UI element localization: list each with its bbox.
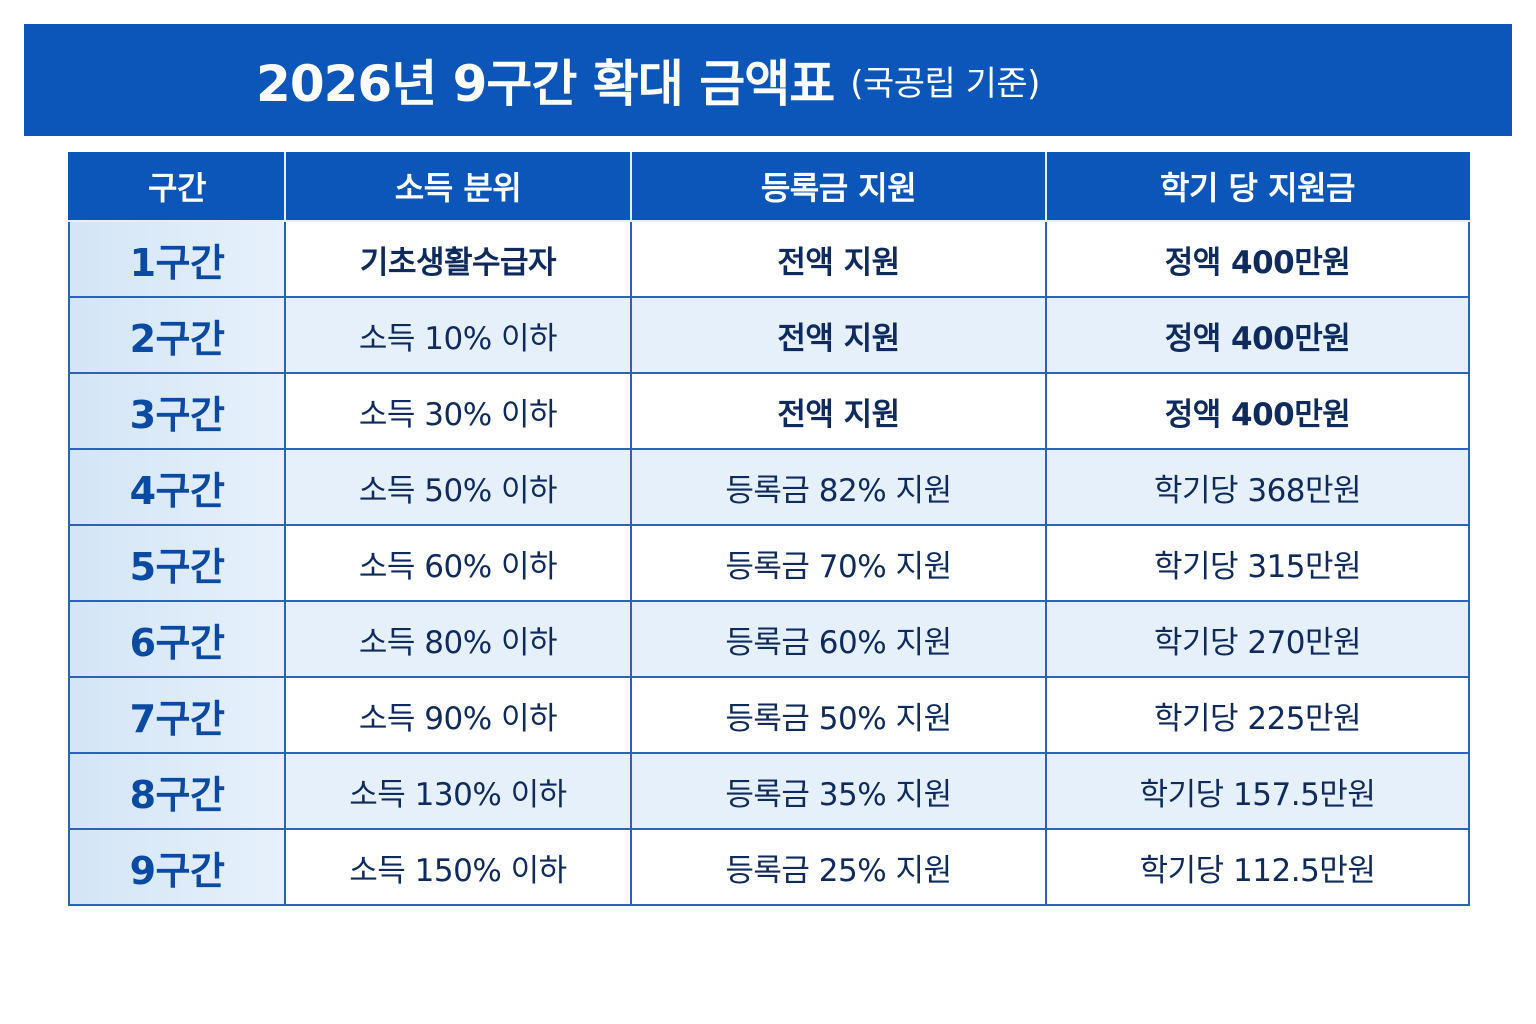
- tuition-cell: 전액 지원: [630, 296, 1047, 374]
- tier-cell: 6구간: [68, 600, 286, 678]
- table-row: 5구간 소득 60% 이하 등록금 70% 지원 학기당 315만원: [68, 524, 1470, 602]
- header-row: 구간 소득 분위 등록금 지원 학기 당 지원금: [68, 152, 1470, 222]
- amount-cell: 학기당 112.5만원: [1045, 828, 1470, 906]
- tuition-cell: 등록금 50% 지원: [630, 676, 1047, 754]
- tuition-cell: 등록금 82% 지원: [630, 448, 1047, 526]
- table-body: 1구간 기초생활수급자 전액 지원 정액 400만원 2구간 소득 10% 이하…: [68, 220, 1470, 906]
- header-tuition: 등록금 지원: [630, 152, 1047, 222]
- tier-cell: 9구간: [68, 828, 286, 906]
- tuition-cell: 전액 지원: [630, 220, 1047, 298]
- income-cell: 기초생활수급자: [284, 220, 632, 298]
- table-row: 9구간 소득 150% 이하 등록금 25% 지원 학기당 112.5만원: [68, 828, 1470, 906]
- table-row: 6구간 소득 80% 이하 등록금 60% 지원 학기당 270만원: [68, 600, 1470, 678]
- tier-cell: 8구간: [68, 752, 286, 830]
- tuition-cell: 전액 지원: [630, 372, 1047, 450]
- page-subtitle: (국공립 기준): [850, 63, 1040, 104]
- income-cell: 소득 130% 이하: [284, 752, 632, 830]
- header-income: 소득 분위: [284, 152, 632, 222]
- table-row: 2구간 소득 10% 이하 전액 지원 정액 400만원: [68, 296, 1470, 374]
- income-cell: 소득 50% 이하: [284, 448, 632, 526]
- tuition-cell: 등록금 70% 지원: [630, 524, 1047, 602]
- title-bar: 2026년 9구간 확대 금액표 (국공립 기준): [24, 24, 1512, 136]
- support-table-container: 구간 소득 분위 등록금 지원 학기 당 지원금 1구간 기초생활수급자 전액 …: [68, 152, 1470, 906]
- tuition-cell: 등록금 35% 지원: [630, 752, 1047, 830]
- table-row: 7구간 소득 90% 이하 등록금 50% 지원 학기당 225만원: [68, 676, 1470, 754]
- table-header: 구간 소득 분위 등록금 지원 학기 당 지원금: [68, 152, 1470, 222]
- tier-cell: 3구간: [68, 372, 286, 450]
- income-cell: 소득 10% 이하: [284, 296, 632, 374]
- support-amount-table: 구간 소득 분위 등록금 지원 학기 당 지원금 1구간 기초생활수급자 전액 …: [68, 152, 1470, 906]
- table-row: 4구간 소득 50% 이하 등록금 82% 지원 학기당 368만원: [68, 448, 1470, 526]
- tuition-cell: 등록금 60% 지원: [630, 600, 1047, 678]
- tier-cell: 4구간: [68, 448, 286, 526]
- table-row: 3구간 소득 30% 이하 전액 지원 정액 400만원: [68, 372, 1470, 450]
- amount-cell: 학기당 225만원: [1045, 676, 1470, 754]
- tier-cell: 1구간: [68, 220, 286, 298]
- tier-cell: 2구간: [68, 296, 286, 374]
- header-tier: 구간: [68, 152, 286, 222]
- page-title: 2026년 9구간 확대 금액표: [256, 55, 835, 113]
- header-amount: 학기 당 지원금: [1045, 152, 1470, 222]
- income-cell: 소득 150% 이하: [284, 828, 632, 906]
- income-cell: 소득 80% 이하: [284, 600, 632, 678]
- table-row: 8구간 소득 130% 이하 등록금 35% 지원 학기당 157.5만원: [68, 752, 1470, 830]
- income-cell: 소득 30% 이하: [284, 372, 632, 450]
- amount-cell: 정액 400만원: [1045, 296, 1470, 374]
- table-row: 1구간 기초생활수급자 전액 지원 정액 400만원: [68, 220, 1470, 298]
- tuition-cell: 등록금 25% 지원: [630, 828, 1047, 906]
- amount-cell: 학기당 368만원: [1045, 448, 1470, 526]
- amount-cell: 정액 400만원: [1045, 220, 1470, 298]
- tier-cell: 7구간: [68, 676, 286, 754]
- amount-cell: 학기당 270만원: [1045, 600, 1470, 678]
- income-cell: 소득 90% 이하: [284, 676, 632, 754]
- amount-cell: 정액 400만원: [1045, 372, 1470, 450]
- amount-cell: 학기당 157.5만원: [1045, 752, 1470, 830]
- tier-cell: 5구간: [68, 524, 286, 602]
- amount-cell: 학기당 315만원: [1045, 524, 1470, 602]
- income-cell: 소득 60% 이하: [284, 524, 632, 602]
